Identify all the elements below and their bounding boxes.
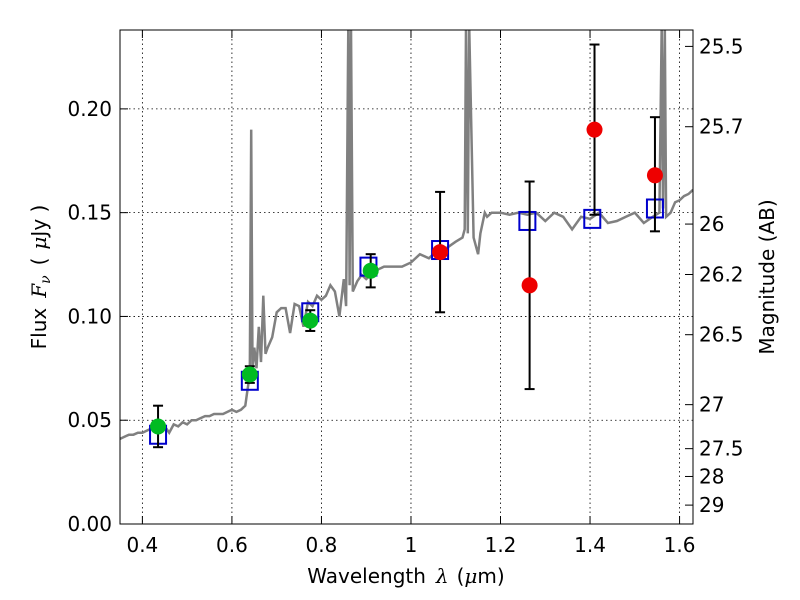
plot-frame: [119, 29, 694, 525]
x-axis-unit-rest: m): [477, 564, 504, 588]
y-axis-label: Flux Fν ( μJy ): [27, 205, 54, 350]
data-point: [432, 244, 449, 261]
y-axis-unit-open: (: [27, 258, 51, 266]
y-tick-label: 0.05: [67, 408, 112, 432]
data-point: [521, 277, 538, 294]
x-axis-label: Wavelength λ (μm): [307, 564, 504, 588]
y2-tick-label: 25.5: [699, 34, 744, 58]
x-axis-unit-open: (: [457, 564, 465, 588]
y-axis-subscript: ν: [38, 275, 54, 284]
y2-tick-label: 29: [699, 493, 724, 517]
x-tick-label: 1.2: [485, 533, 517, 557]
grid: [120, 30, 693, 525]
x-tick-label: 0.8: [306, 533, 338, 557]
x-axis-symbol: λ: [435, 564, 449, 588]
y2-tick-label: 26: [699, 212, 724, 236]
y2-tick-label: 27: [699, 393, 724, 417]
x-tick-label: 0.4: [126, 533, 158, 557]
y-axis-unit-mu: μ: [27, 237, 51, 250]
data-point: [586, 121, 603, 138]
measurement-points: [150, 121, 663, 435]
y2-tick-label: 28: [699, 464, 724, 488]
x-tick-label: 1.6: [664, 533, 696, 557]
tick-labels: 0.4 0.6 0.8 1 1.2 1.4 1.6 0.00 0.05 0.10 0.15 0.20 2…: [67, 34, 743, 557]
y2-tick-label: 26.2: [699, 263, 744, 287]
y-tick-label: 0.00: [67, 512, 112, 536]
x-tick-label: 0.6: [216, 533, 248, 557]
right-axis-label: Magnitude (AB): [755, 199, 779, 354]
y2-tick-label: 27.5: [699, 437, 744, 461]
y-tick-label: 0.10: [67, 304, 112, 328]
x-tick-label: 1: [405, 533, 418, 557]
x-tick-label: 1.4: [574, 533, 606, 557]
x-axis-unit-mu: μ: [464, 564, 477, 588]
x-axis-label-text: Wavelength: [307, 564, 426, 588]
data-point: [646, 167, 663, 184]
model-sed-line: [120, 30, 693, 441]
data-point: [362, 262, 379, 279]
model-band-square: [583, 208, 602, 229]
data-point: [241, 366, 258, 383]
y-axis-unit-rest: Jy ): [27, 205, 51, 239]
data-point: [302, 312, 319, 329]
y2-tick-label: 25.7: [699, 115, 744, 139]
model-band-square: [518, 210, 537, 231]
ticks: [120, 30, 693, 525]
y-tick-label: 0.20: [67, 97, 112, 121]
plot-area: [120, 30, 693, 449]
y-axis-symbol: F: [27, 283, 51, 299]
y2-tick-label: 26.5: [699, 323, 744, 347]
plot-background: [120, 30, 693, 524]
y-tick-label: 0.15: [67, 201, 112, 225]
data-point: [150, 418, 167, 435]
y-axis-label-text: Flux: [27, 308, 51, 350]
